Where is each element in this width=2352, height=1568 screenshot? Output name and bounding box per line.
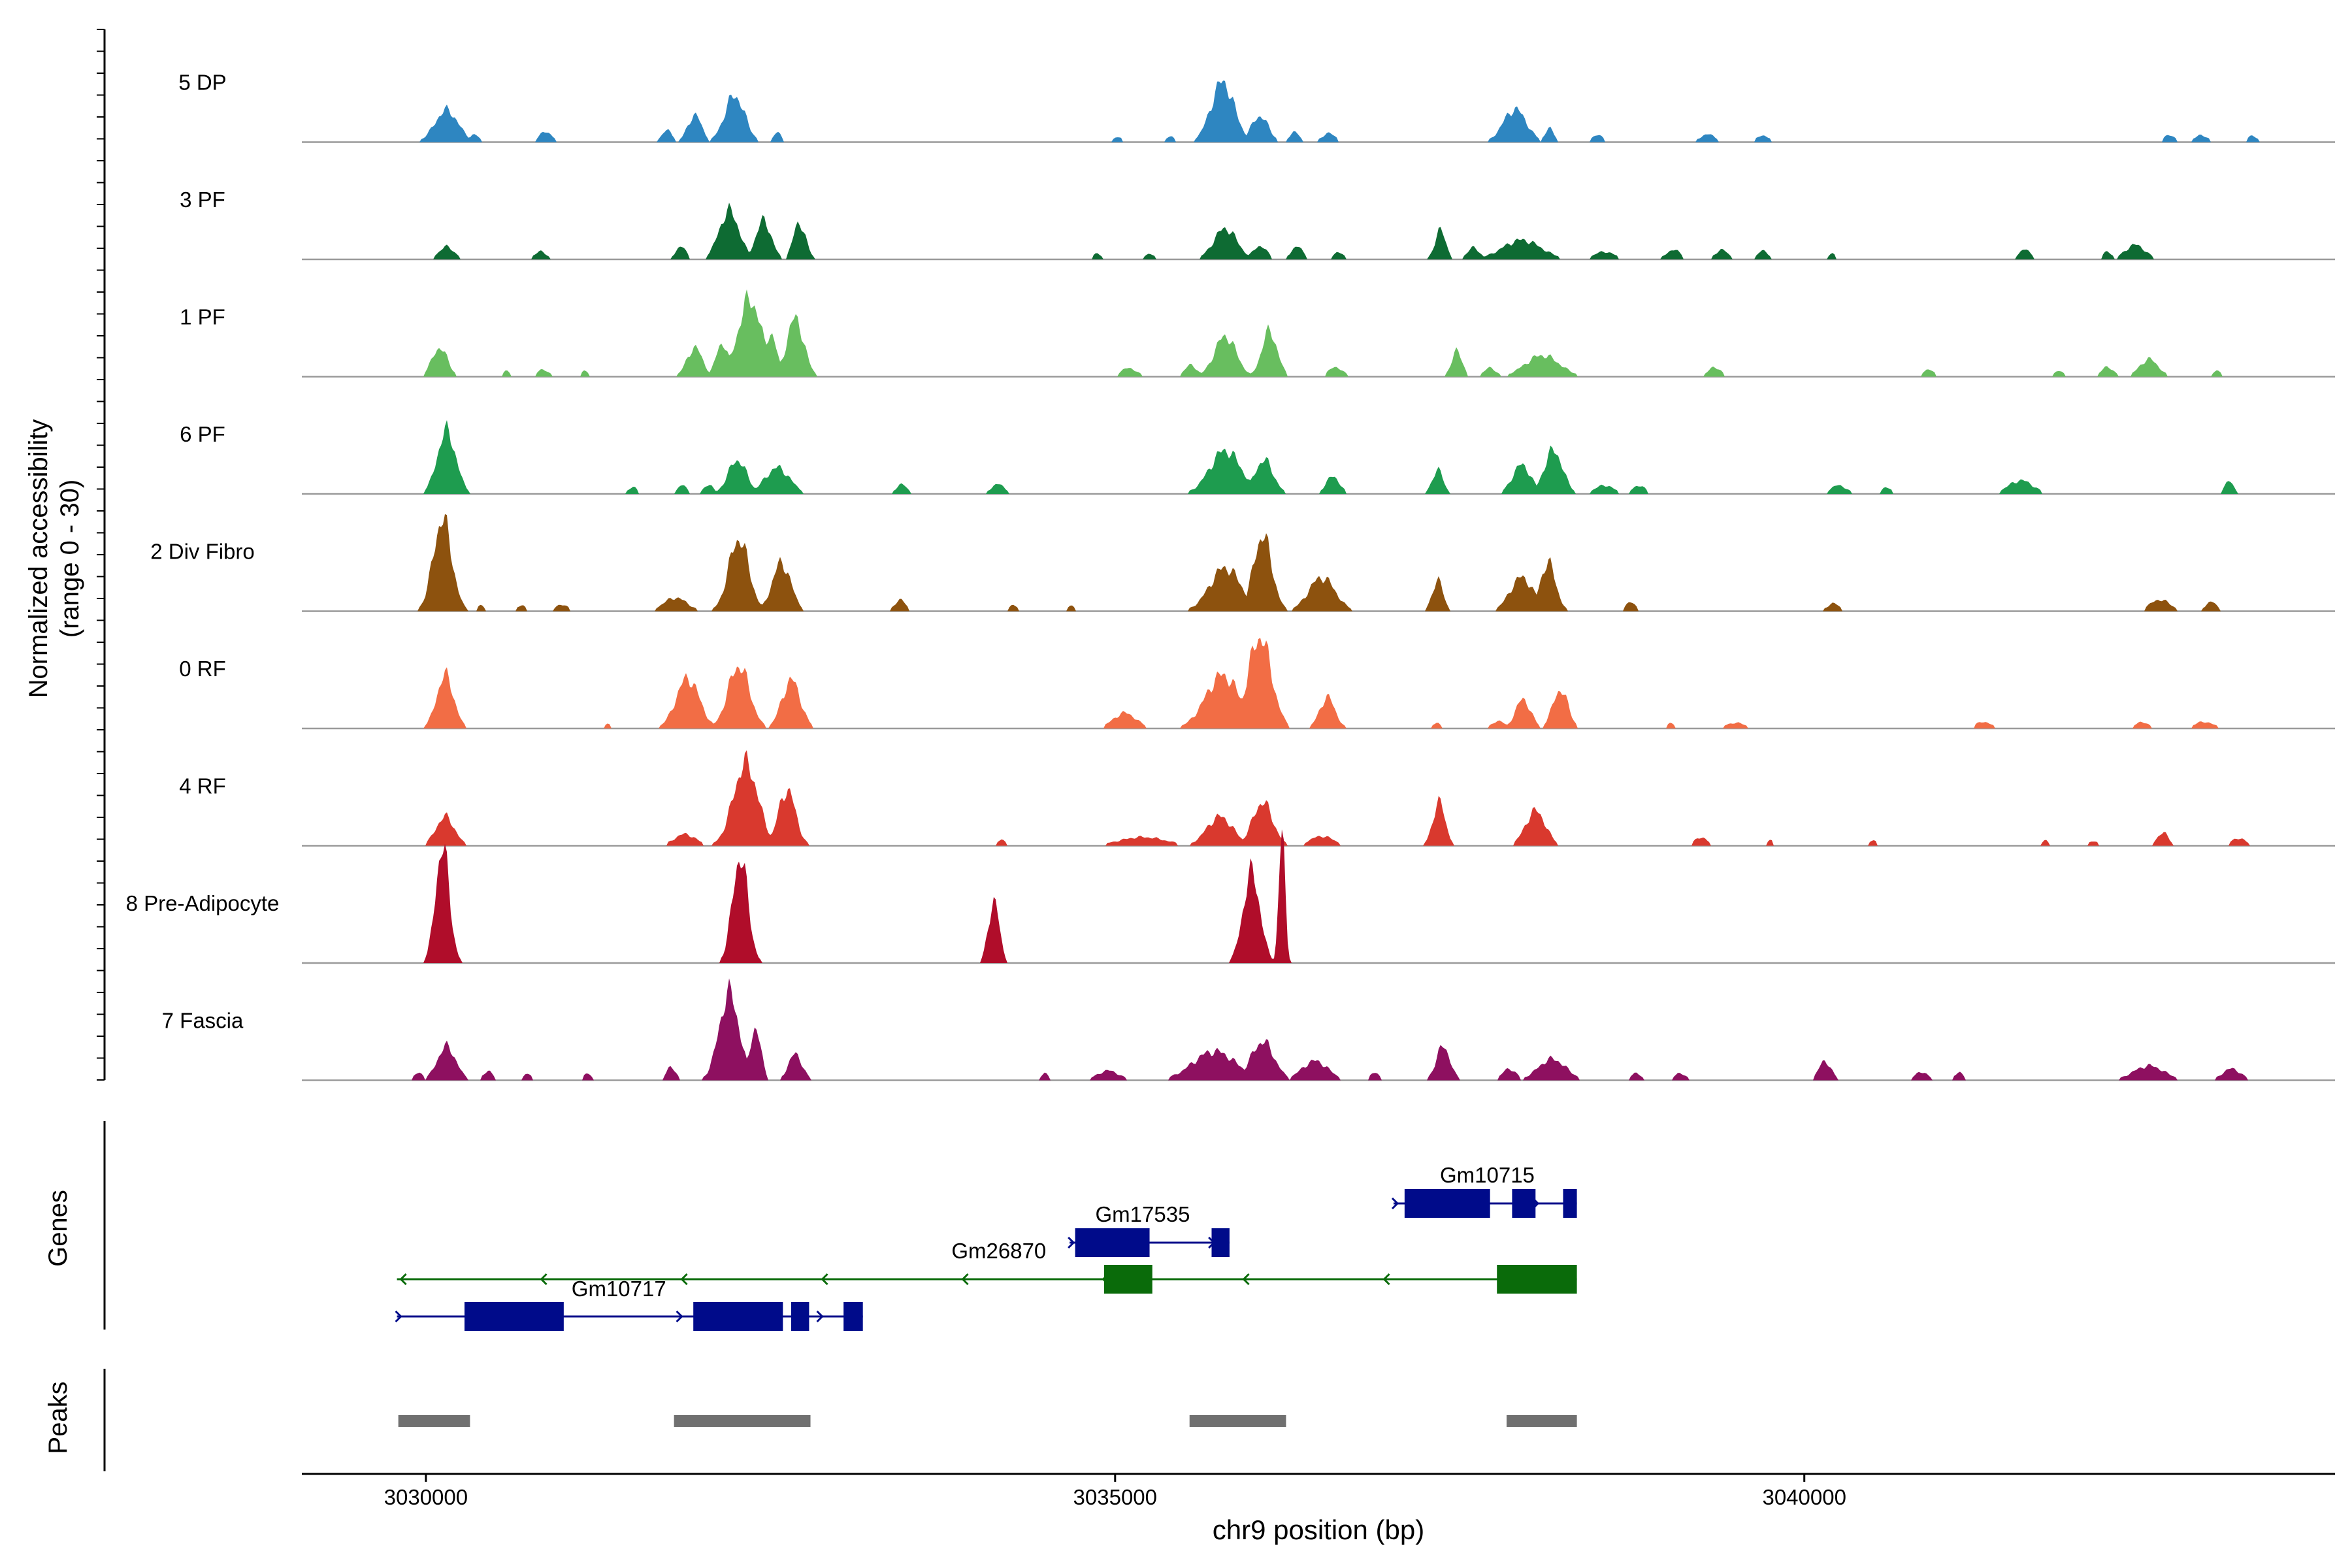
peak-region [398,1415,470,1427]
track-2-div-fibro: 2 Div Fibro [150,514,2335,612]
exon-block [1512,1189,1536,1218]
coverage-area [302,420,2335,494]
exon-block [1103,1265,1152,1294]
track-label: 7 Fascia [162,1009,244,1033]
track-5-dp: 5 DP [178,71,2335,143]
exon-block [464,1302,564,1331]
track-label: 5 DP [178,71,226,95]
track-4-rf: 4 RF [179,750,2335,847]
strand-arrow [540,1273,547,1286]
gene-gm10715: Gm10715 [1391,1163,1577,1218]
x-axis: 3030000 3035000 3040000 [302,1473,2335,1509]
track-label: 2 Div Fibro [150,540,255,564]
gene-label: Gm10717 [572,1277,666,1301]
exon-block [693,1302,783,1331]
track-label: 6 PF [180,422,225,446]
peaks-panel [103,1369,1577,1471]
x-tick-label: 3030000 [384,1485,468,1509]
exon-block [1211,1228,1230,1257]
peak-region [1506,1415,1577,1427]
strand-arrow [1382,1273,1390,1286]
track-label: 4 RF [179,774,226,798]
x-axis-title: chr9 position (bp) [1213,1514,1425,1545]
coverage-area [302,80,2335,142]
coverage-area [302,289,2335,377]
genes-panel: Gm10715 Gm17535 Gm26870 Gm10717 [103,1121,1577,1331]
track-6-pf: 6 PF [180,420,2335,495]
coverage-panel: 5 DP 3 PF 1 PF 6 PF 2 Div Fibro 0 RF 4 RF 8 Pre… [97,29,2335,1081]
track-8-pre-adipocyte: 8 Pre-Adipocyte [126,829,2335,964]
track-3-pf: 3 PF [180,188,2335,261]
genes-track-label: Genes [44,1190,73,1267]
track-label: 1 PF [180,305,225,329]
peak-region [674,1415,811,1427]
strand-arrow [399,1273,407,1286]
y-axis-title-line2: (range 0 - 30) [56,480,84,638]
gene-label: Gm17535 [1096,1202,1190,1226]
gene-gm10717: Gm10717 [395,1277,863,1331]
strand-arrow [1391,1197,1399,1210]
peak-region [1189,1415,1286,1427]
strand-arrow [1242,1273,1250,1286]
coverage-area [302,829,2335,963]
exon-block [1075,1228,1150,1257]
strand-arrow [816,1310,824,1323]
coverage-area [302,638,2335,728]
coverage-area [302,514,2335,612]
strand-arrow [395,1310,402,1323]
gene-label: Gm26870 [951,1239,1046,1263]
strand-arrow [961,1273,969,1286]
x-tick-label: 3040000 [1762,1485,1846,1509]
exon-block [791,1302,809,1331]
gene-label: Gm10715 [1440,1163,1535,1187]
coverage-area [302,978,2335,1081]
x-tick-label: 3035000 [1073,1485,1157,1509]
strand-arrow [821,1273,828,1286]
peaks-track-label: Peaks [44,1381,73,1454]
coverage-area [302,750,2335,846]
strand-arrow [1068,1236,1075,1249]
exon-block [1404,1189,1490,1218]
track-label: 8 Pre-Adipocyte [126,891,280,915]
track-7-fascia: 7 Fascia [162,978,2335,1081]
strand-arrow [680,1273,688,1286]
track-0-rf: 0 RF [179,638,2335,730]
y-axis-title-line1: Normalized accessibility [24,419,53,698]
exon-block [1563,1189,1577,1218]
coverage-area [302,203,2335,259]
track-label: 0 RF [179,657,226,681]
exon-block [1497,1265,1577,1294]
strand-arrow [676,1310,683,1323]
track-label: 3 PF [180,188,225,212]
track-1-pf: 1 PF [180,289,2335,378]
gene-gm17535: Gm17535 [1068,1202,1230,1257]
exon-block [843,1302,863,1331]
gene-gm26870: Gm26870 [397,1239,1577,1294]
